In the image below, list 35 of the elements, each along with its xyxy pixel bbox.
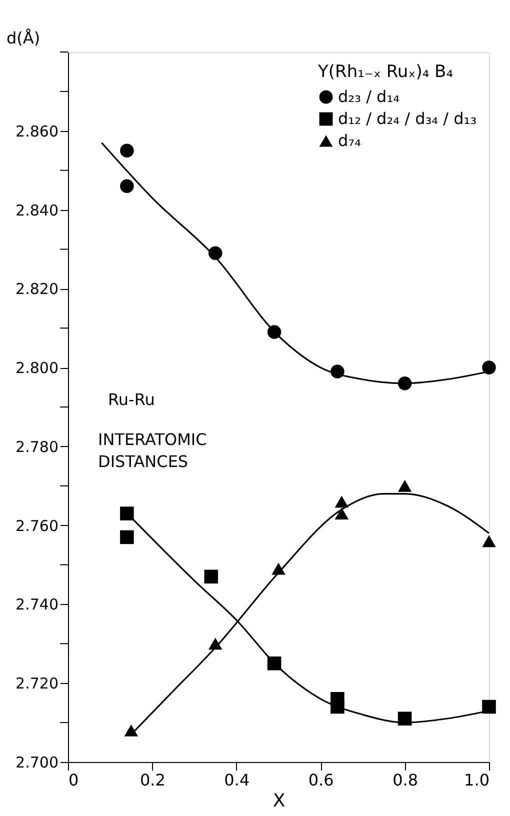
y-axis-title: d(Å) <box>6 28 40 48</box>
y-tick-label: 2.760 <box>16 516 58 535</box>
x-tick-label: 0 <box>68 770 79 790</box>
y-tick-label: 2.800 <box>16 359 58 378</box>
point <box>482 535 496 548</box>
x-tick-label: 1.0 <box>464 770 490 790</box>
point <box>120 506 134 520</box>
legend-label: d₁₂ / d₂₄ / d₃₄ / d₁₃ <box>338 109 477 128</box>
point <box>124 724 138 736</box>
x-tick-label: 0.8 <box>392 770 418 790</box>
point <box>398 480 412 492</box>
point <box>334 496 349 508</box>
x-tick-label: 0.2 <box>140 770 166 790</box>
point <box>120 530 134 544</box>
point <box>334 508 349 520</box>
legend-title: Y(Rh₁₋ₓ Ruₓ)₄ B₄ <box>317 62 454 82</box>
y-tick-label: 2.720 <box>16 674 58 693</box>
y-tick-label: 2.700 <box>16 754 58 772</box>
legend-label: d₂₃ / d₁₄ <box>338 87 400 106</box>
point <box>120 179 134 193</box>
x-tick-label: 0.4 <box>224 770 250 790</box>
legend-label: d₇₄ <box>338 131 361 150</box>
y-tick-label: 2.740 <box>16 596 58 614</box>
annotation: INTERATOMIC DISTANCES <box>98 430 207 471</box>
x-axis-title: X <box>272 790 286 812</box>
x-tick-label: 0.6 <box>308 770 334 790</box>
y-tick-label: 2.780 <box>16 438 58 456</box>
point <box>204 570 218 584</box>
annotation: Ru-Ru <box>108 390 155 409</box>
y-tick-label: 2.840 <box>16 201 58 220</box>
y-tick-label: 2.860 <box>16 122 58 140</box>
point <box>482 360 496 374</box>
y-tick-label: 2.820 <box>16 280 58 298</box>
point <box>120 144 134 158</box>
point <box>482 700 496 714</box>
